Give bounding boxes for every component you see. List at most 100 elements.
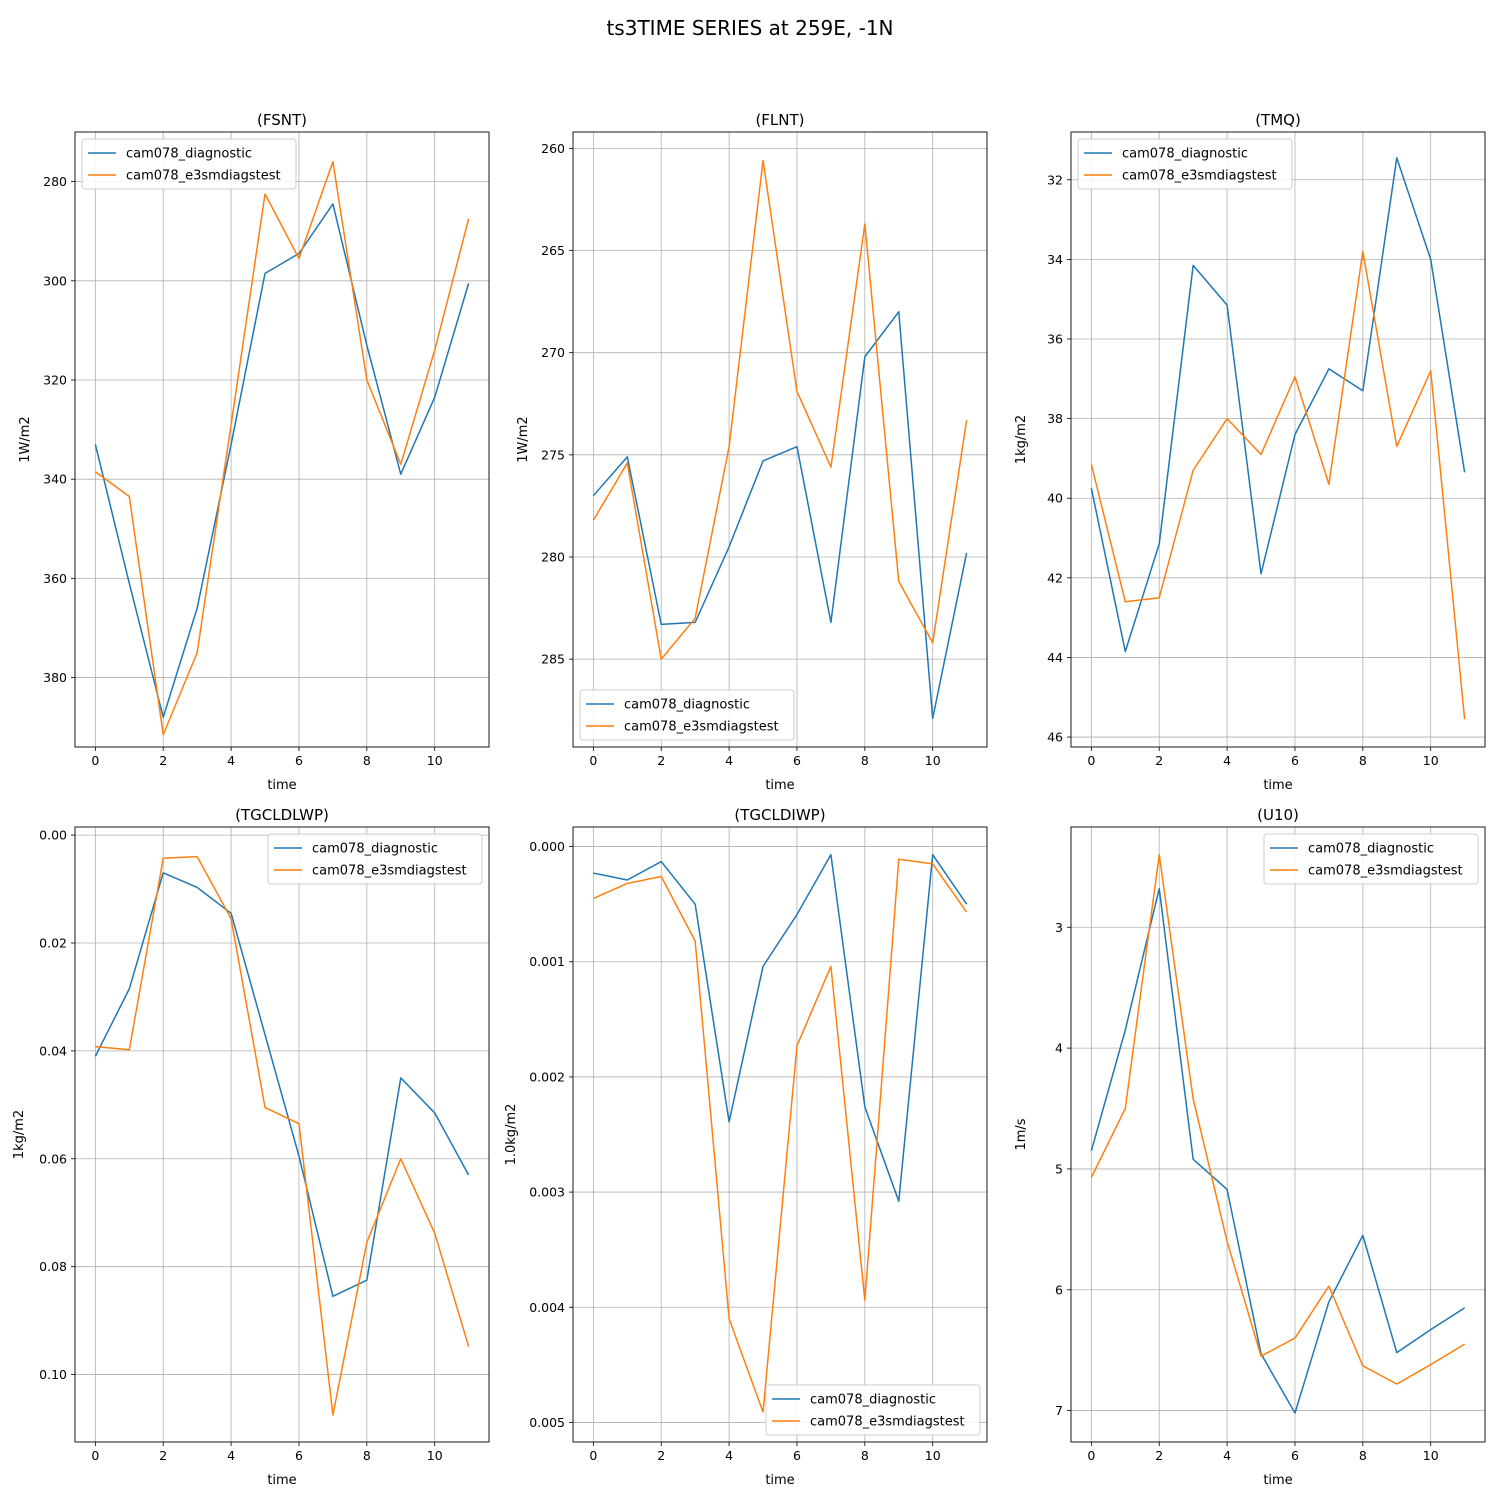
subplot-6: 0 2 4 6 8 10 3 4 5 6 7 (U10) time 1m/s cam078_diagnost… [1014, 806, 1486, 1488]
x-tick-label: 6 [295, 753, 303, 768]
x-tick-label: 4 [725, 1448, 733, 1463]
legend: cam078_diagnostic cam078_e3smdiagstest [1077, 138, 1293, 190]
legend-box [579, 689, 795, 741]
y-tick-label: 280 [541, 549, 565, 564]
series-line-cam078_e3smdiagstest [593, 858, 968, 1413]
x-tick-label: 10 [1423, 1448, 1439, 1463]
x-tick-label: 4 [1223, 1448, 1231, 1463]
x-tick-label: 10 [427, 753, 443, 768]
x-tick-label: 2 [1155, 753, 1163, 768]
x-axis-label: time [267, 778, 296, 793]
legend-label: cam078_diagnostic [312, 842, 438, 857]
legend: cam078_diagnostic cam078_e3smdiagstest [267, 833, 483, 885]
subplot-4: 0 2 4 6 8 10 0.00 0.02 0.04 0.06 0.08 0.10 (TGCLDLWP… [12, 806, 490, 1488]
y-tick-label: 380 [43, 670, 67, 685]
y-tick-label: 0.08 [39, 1259, 67, 1274]
y-tick-label: 0.04 [39, 1043, 67, 1058]
series-line-cam078_diagnostic [1090, 887, 1466, 1414]
x-tick-label: 4 [1223, 753, 1231, 768]
x-tick-label: 0 [589, 1448, 597, 1463]
subplot-title: (TMQ) [1255, 111, 1301, 129]
y-tick-label: 360 [43, 571, 67, 586]
y-tick-label: 265 [541, 243, 565, 258]
x-tick-label: 2 [1155, 1448, 1163, 1463]
x-tick-label: 6 [295, 1448, 303, 1463]
figure-title: ts3TIME SERIES at 259E, -1N [606, 16, 894, 40]
subplot-title: (FSNT) [257, 111, 307, 129]
x-tick-label: 8 [363, 1448, 371, 1463]
y-tick-label: 270 [541, 345, 565, 360]
y-tick-label: 5 [1055, 1161, 1063, 1176]
legend-label: cam078_e3smdiagstest [810, 1415, 965, 1430]
x-tick-label: 8 [363, 753, 371, 768]
y-tick-label: 4 [1055, 1041, 1063, 1056]
legend-box [267, 833, 483, 885]
y-tick-label: 280 [43, 174, 67, 189]
y-tick-label: 46 [1047, 730, 1063, 745]
y-tick-label: 260 [541, 141, 565, 156]
legend-box [765, 1384, 981, 1436]
x-axis-label: time [1263, 778, 1292, 793]
y-tick-label: 0.000 [529, 839, 565, 854]
series-line-cam078_diagnostic [1090, 157, 1466, 653]
y-axis-label: 1.0kg/m2 [504, 1104, 519, 1166]
x-axis-label: time [765, 778, 794, 793]
x-tick-label: 6 [1291, 1448, 1299, 1463]
legend-label: cam078_diagnostic [624, 698, 750, 713]
y-tick-label: 34 [1047, 252, 1063, 267]
y-axis-label: 1kg/m2 [12, 1110, 27, 1159]
legend-label: cam078_e3smdiagstest [312, 864, 467, 879]
y-tick-label: 38 [1047, 411, 1063, 426]
x-tick-label: 8 [1359, 753, 1367, 768]
y-tick-label: 300 [43, 273, 67, 288]
subplot-1: 0 2 4 6 8 10 280 300 320 340 360 380 (FSNT) time 1W/m2… [18, 111, 490, 793]
y-tick-label: 0.003 [529, 1185, 565, 1200]
x-tick-label: 2 [159, 1448, 167, 1463]
series-line-cam078_diagnostic [593, 853, 968, 1203]
axes-frame [1070, 826, 1486, 1443]
x-tick-label: 0 [589, 753, 597, 768]
y-tick-label: 0.06 [39, 1151, 67, 1166]
legend-box [1077, 138, 1293, 190]
series-line-cam078_diagnostic [94, 872, 470, 1298]
subplot-title: (U10) [1257, 806, 1299, 824]
x-tick-label: 2 [657, 1448, 665, 1463]
legend-label: cam078_diagnostic [126, 147, 252, 162]
axes-frame [572, 131, 988, 748]
legend: cam078_diagnostic cam078_e3smdiagstest [81, 138, 297, 190]
y-tick-label: 40 [1047, 491, 1063, 506]
x-tick-label: 6 [1291, 753, 1299, 768]
axes-frame [1070, 131, 1486, 748]
axes-frame [74, 826, 490, 1443]
y-tick-label: 285 [541, 652, 565, 667]
x-axis-label: time [765, 1473, 794, 1488]
subplot-3: 0 2 4 6 8 103234363840424446(TMQ)time1kg/m2ca… [1014, 111, 1486, 793]
x-tick-label: 10 [925, 753, 941, 768]
y-tick-label: 0.10 [39, 1367, 67, 1382]
x-tick-label: 8 [861, 753, 869, 768]
y-axis-label: 1m/s [1014, 1118, 1029, 1150]
x-tick-label: 10 [427, 1448, 443, 1463]
legend-box [81, 138, 297, 190]
y-tick-label: 0.005 [529, 1415, 565, 1430]
x-tick-label: 0 [1087, 753, 1095, 768]
x-axis-label: time [1263, 1473, 1292, 1488]
series-line-cam078_e3smdiagstest [1090, 854, 1466, 1385]
legend-label: cam078_e3smdiagstest [624, 720, 779, 735]
subplot-title: (FLNT) [755, 111, 804, 129]
legend-label: cam078_diagnostic [810, 1393, 936, 1408]
y-tick-label: 0.004 [529, 1300, 565, 1315]
legend-box [1263, 833, 1479, 885]
x-tick-label: 2 [159, 753, 167, 768]
y-tick-label: 32 [1047, 172, 1063, 187]
legend-label: cam078_diagnostic [1122, 147, 1248, 162]
x-axis-label: time [267, 1473, 296, 1488]
x-tick-label: 0 [91, 1448, 99, 1463]
x-tick-label: 4 [227, 1448, 235, 1463]
series-line-cam078_e3smdiagstest [592, 159, 968, 660]
x-tick-label: 0 [91, 753, 99, 768]
legend-label: cam078_diagnostic [1308, 842, 1434, 857]
x-tick-label: 2 [657, 753, 665, 768]
